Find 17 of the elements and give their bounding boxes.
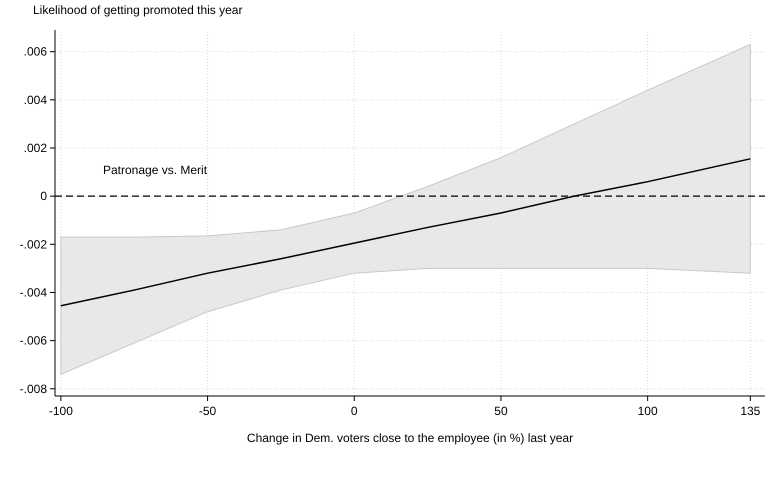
y-tick-label: -.008 [20, 382, 48, 396]
y-tick-label: -.004 [20, 285, 48, 300]
y-tick-label: -.006 [20, 334, 48, 348]
x-tick-label: 100 [638, 404, 658, 418]
y-tick-label: .004 [24, 92, 48, 107]
ref-line-label: Patronage vs. Merit [103, 163, 208, 178]
x-tick-label: 50 [494, 404, 508, 418]
y-tick-label: -.002 [20, 237, 48, 252]
x-tick-label: -50 [198, 404, 217, 418]
x-tick-label: 0 [350, 404, 358, 418]
y-axis-title: Likelihood of getting promoted this year [33, 3, 242, 17]
y-tick-label: .006 [24, 44, 48, 59]
y-tick-label: .002 [24, 140, 48, 155]
x-axis-title: Change in Dem. voters close to the employee (in %) last year [246, 431, 574, 445]
x-tick-label: -100 [48, 404, 74, 418]
y-tick-label: 0 [40, 189, 48, 204]
x-tick-label: 135 [740, 404, 761, 418]
